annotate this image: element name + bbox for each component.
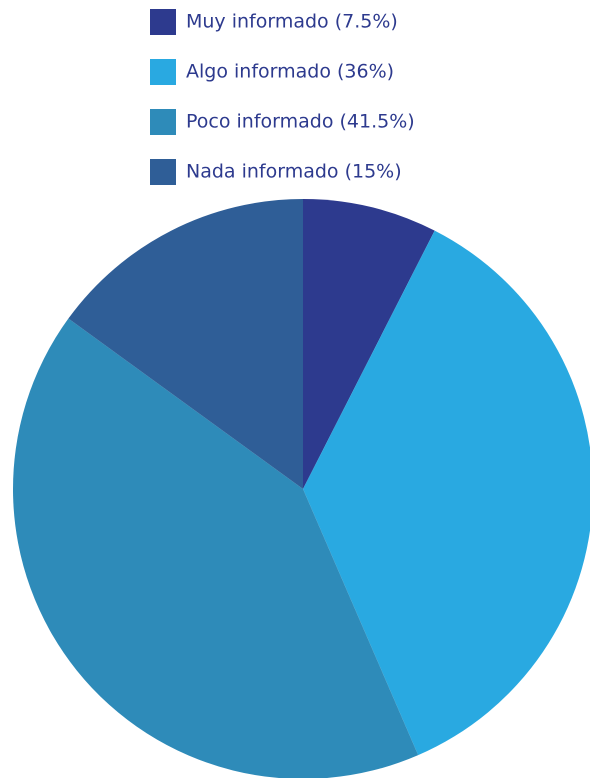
pie-slice [12, 318, 419, 778]
pie-slice [303, 230, 590, 756]
legend-swatch [150, 109, 176, 135]
legend-label: Nada informado (15%) [186, 161, 402, 183]
pie-slice [303, 199, 435, 489]
pie-slice [68, 199, 303, 489]
legend-label: Poco informado (41.5%) [186, 111, 415, 133]
legend-swatch [150, 159, 176, 185]
legend-label: Muy informado (7.5%) [186, 11, 398, 33]
legend-swatch [150, 9, 176, 35]
legend-label: Algo informado (36%) [186, 61, 394, 83]
legend-swatch [150, 59, 176, 85]
